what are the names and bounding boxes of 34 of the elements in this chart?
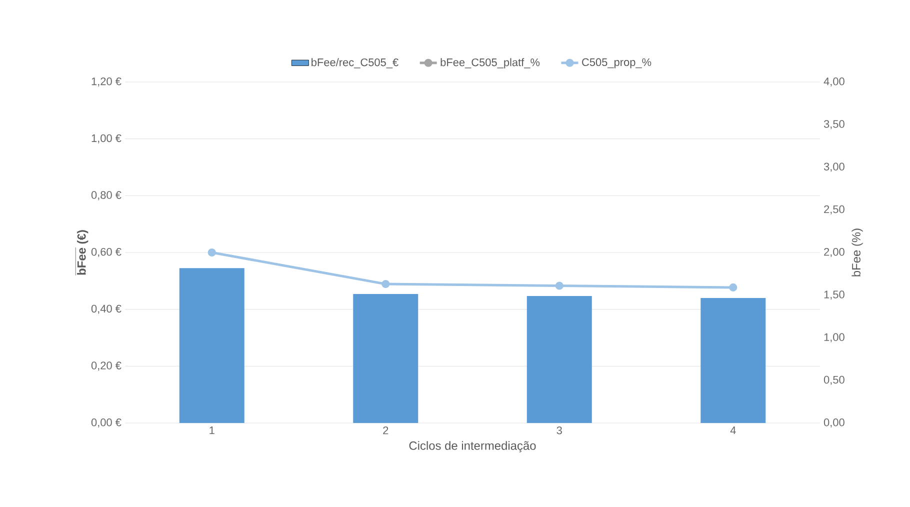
x-tick-label: 2 [383, 426, 388, 434]
bar [526, 296, 592, 423]
y-tick-label: 0,80 € [91, 191, 122, 200]
point [729, 283, 738, 292]
y2-tick-label: 1,50 [824, 290, 844, 300]
y2-tick-label: 3,00 [824, 162, 844, 172]
y2-tick-label: 2,00 [824, 248, 844, 258]
legend-label: bFee_C505_platf_% [440, 58, 540, 68]
y-axis-title: $\overline{\mathbf{bFee}}\ \mbox{\textbf{(€)}}$ [76, 230, 88, 276]
y2-tick-label: 2,50 [824, 205, 844, 214]
x-tick-label: 1 [210, 426, 214, 434]
x-axis-title: Ciclos de intermediação [409, 441, 536, 452]
y-tick-label: 1,00 € [92, 134, 122, 144]
legend-label: C505_prop_% [582, 58, 652, 68]
y2-tick-label: 1,00 [824, 333, 844, 342]
legend-label: bFee/rec_C505_€ [312, 58, 398, 68]
y-tick-label: 1,20 € [92, 77, 122, 87]
y2-axis-title: bFee (%) [852, 228, 863, 276]
y2-tick-label: 0,00 [824, 418, 844, 428]
bar [179, 268, 244, 423]
y-tick-label: 0,60 € [91, 248, 122, 258]
bar [700, 298, 766, 423]
x-tick-label: 3 [556, 426, 562, 434]
y-tick-label: 0,20 € [91, 362, 122, 371]
point [208, 248, 216, 257]
x-tick-label: 4 [730, 426, 736, 434]
point [382, 280, 390, 288]
y2-tick-label: 4,00 [824, 77, 844, 87]
y-tick-label: 0,40 € [91, 304, 122, 314]
point [555, 282, 564, 290]
y2-tick-label: 3,50 [824, 120, 844, 130]
bar [353, 294, 418, 423]
y-tick-label: 0,00 € [91, 418, 122, 428]
y2-tick-label: 0,50 [824, 376, 844, 385]
